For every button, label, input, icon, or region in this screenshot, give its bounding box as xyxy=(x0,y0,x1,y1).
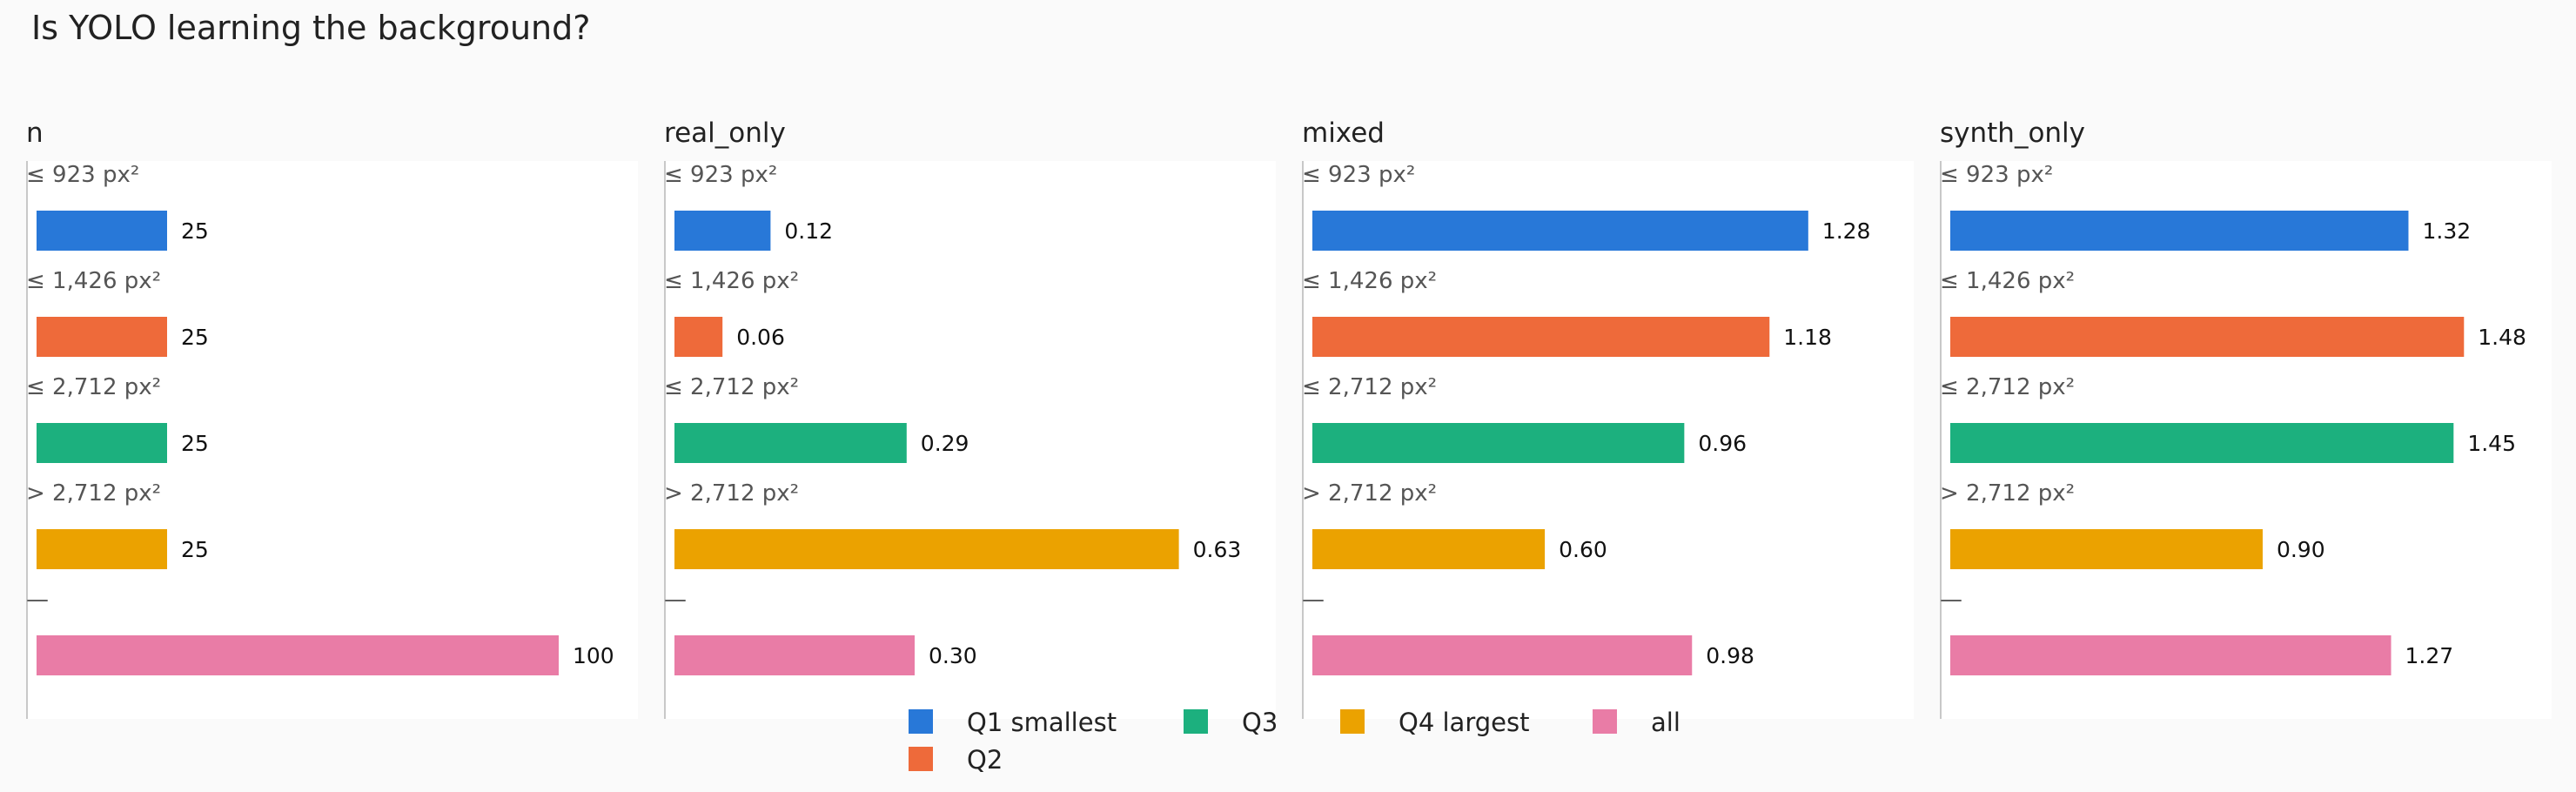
panel-title: synth_only xyxy=(1940,117,2085,149)
value-label: 100 xyxy=(573,643,614,668)
value-label: 1.18 xyxy=(1783,325,1832,350)
bar xyxy=(1312,211,1808,251)
category-label: — xyxy=(26,587,49,613)
legend-swatch xyxy=(909,709,933,734)
legend-label: Q3 xyxy=(1242,708,1278,737)
value-label: 0.30 xyxy=(929,643,977,668)
category-label: ≤ 923 px² xyxy=(664,162,777,188)
bar xyxy=(1950,529,2263,569)
bar xyxy=(37,423,167,463)
bar xyxy=(1950,423,2454,463)
bar xyxy=(1950,635,2392,675)
value-label: 0.29 xyxy=(921,431,969,456)
category-label: ≤ 923 px² xyxy=(1302,162,1415,188)
bar xyxy=(674,635,915,675)
bar xyxy=(1950,317,2465,357)
legend-swatch xyxy=(909,747,933,771)
legend-label: all xyxy=(1651,708,1680,737)
value-label: 0.96 xyxy=(1698,431,1747,456)
legend-swatch xyxy=(1593,709,1617,734)
legend: Q1 smallest Q2 Q3 Q4 largest all xyxy=(909,708,1680,775)
bar xyxy=(674,529,1179,569)
legend-label: Q4 largest xyxy=(1399,708,1529,737)
panel-title: n xyxy=(26,117,44,149)
category-label: — xyxy=(1940,587,1962,613)
category-label: > 2,712 px² xyxy=(664,480,799,507)
panel-real-only: real_only ≤ 923 px² 0.12 ≤ 1,426 px² 0.06 ≤ 2… xyxy=(664,117,1276,719)
category-label: ≤ 1,426 px² xyxy=(1302,268,1437,294)
bar xyxy=(37,635,559,675)
value-label: 1.27 xyxy=(2405,643,2454,668)
category-label: ≤ 2,712 px² xyxy=(664,374,799,400)
bar xyxy=(1312,423,1685,463)
panel-title: real_only xyxy=(664,117,786,149)
bar xyxy=(1950,211,2409,251)
legend-label: Q1 smallest xyxy=(967,708,1117,737)
bar xyxy=(1312,635,1693,675)
value-label: 1.28 xyxy=(1822,218,1871,244)
legend-swatch xyxy=(1184,709,1208,734)
value-label: 0.63 xyxy=(1193,537,1242,562)
bar xyxy=(674,317,723,357)
category-label: — xyxy=(1302,587,1325,613)
category-label: — xyxy=(664,587,687,613)
category-label: > 2,712 px² xyxy=(1302,480,1437,507)
bar xyxy=(674,423,907,463)
value-label: 25 xyxy=(181,537,209,562)
panel-synth-only: synth_only ≤ 923 px² 1.32 ≤ 1,426 px² 1.48 ≤ … xyxy=(1940,117,2552,719)
panel-n: n ≤ 923 px² 25 ≤ 1,426 px² 25 ≤ 2,712 px² 25 > … xyxy=(26,117,638,719)
figure-title: Is YOLO learning the background? xyxy=(31,9,591,47)
bar xyxy=(674,211,771,251)
category-label: ≤ 2,712 px² xyxy=(1302,374,1437,400)
category-label: > 2,712 px² xyxy=(26,480,161,507)
value-label: 0.06 xyxy=(736,325,785,350)
bar xyxy=(37,211,167,251)
value-label: 1.45 xyxy=(2467,431,2516,456)
value-label: 0.60 xyxy=(1559,537,1607,562)
value-label: 25 xyxy=(181,325,209,350)
legend-swatch xyxy=(1340,709,1365,734)
panel-mixed: mixed ≤ 923 px² 1.28 ≤ 1,426 px² 1.18 ≤ 2,712… xyxy=(1302,117,1914,719)
legend-label: Q2 xyxy=(967,745,1003,775)
bar xyxy=(1312,529,1546,569)
value-label: 0.90 xyxy=(2277,537,2325,562)
panel-title: mixed xyxy=(1302,117,1385,149)
value-label: 1.48 xyxy=(2478,325,2526,350)
category-label: ≤ 1,426 px² xyxy=(26,268,161,294)
category-label: ≤ 2,712 px² xyxy=(26,374,161,400)
value-label: 1.32 xyxy=(2422,218,2471,244)
category-label: ≤ 923 px² xyxy=(26,162,139,188)
value-label: 0.12 xyxy=(784,218,833,244)
value-label: 25 xyxy=(181,218,209,244)
category-label: > 2,712 px² xyxy=(1940,480,2075,507)
bar xyxy=(37,529,167,569)
category-label: ≤ 923 px² xyxy=(1940,162,2053,188)
value-label: 25 xyxy=(181,431,209,456)
category-label: ≤ 1,426 px² xyxy=(1940,268,2075,294)
value-label: 0.98 xyxy=(1706,643,1754,668)
bar xyxy=(1312,317,1770,357)
category-label: ≤ 1,426 px² xyxy=(664,268,799,294)
category-label: ≤ 2,712 px² xyxy=(1940,374,2075,400)
bar xyxy=(37,317,167,357)
